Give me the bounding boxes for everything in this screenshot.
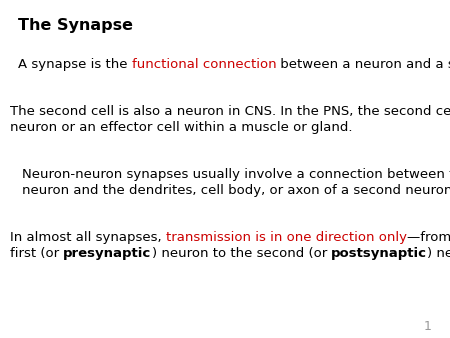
Text: neuron or an effector cell within a muscle or gland.: neuron or an effector cell within a musc… <box>10 121 352 134</box>
Text: postsynaptic: postsynaptic <box>331 247 427 260</box>
Text: ) neuron.: ) neuron. <box>427 247 450 260</box>
Text: Neuron-neuron synapses usually involve a connection between the axon of one: Neuron-neuron synapses usually involve a… <box>22 168 450 181</box>
Text: A synapse is the: A synapse is the <box>18 58 132 71</box>
Text: neuron and the dendrites, cell body, or axon of a second neuron.: neuron and the dendrites, cell body, or … <box>22 184 450 197</box>
Text: The second cell is also a neuron in CNS. In the PNS, the second cell may be eith: The second cell is also a neuron in CNS.… <box>10 105 450 118</box>
Text: first (or: first (or <box>10 247 63 260</box>
Text: between a neuron and a second cell.: between a neuron and a second cell. <box>276 58 450 71</box>
Text: The Synapse: The Synapse <box>18 18 133 33</box>
Text: ) neuron to the second (or: ) neuron to the second (or <box>152 247 331 260</box>
Text: presynaptic: presynaptic <box>63 247 152 260</box>
Text: —from the axon of the: —from the axon of the <box>407 231 450 244</box>
Text: 1: 1 <box>424 320 432 333</box>
Text: In almost all synapses,: In almost all synapses, <box>10 231 166 244</box>
Text: functional connection: functional connection <box>132 58 276 71</box>
Text: transmission is in one direction only: transmission is in one direction only <box>166 231 407 244</box>
